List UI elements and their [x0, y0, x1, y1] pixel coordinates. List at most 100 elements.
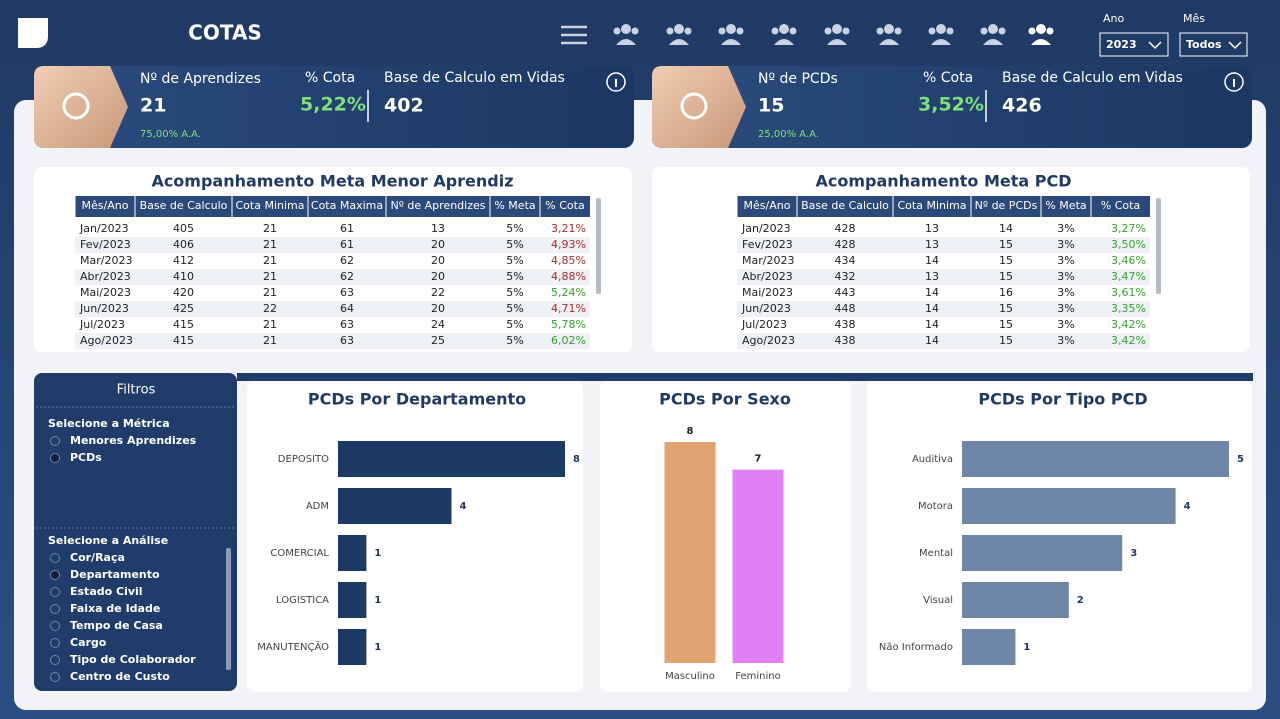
nav-icon[interactable] [928, 24, 954, 45]
dropdown-arrow [1148, 41, 1162, 50]
kpi-badge [652, 66, 746, 148]
bar [338, 535, 367, 571]
radio-option[interactable]: Faixa de Idade [50, 602, 161, 615]
menu-icon[interactable] [561, 25, 587, 45]
option-label: Departamento [70, 568, 160, 581]
radio-option[interactable]: Tipo de Colaborador [50, 653, 197, 666]
table-cell: 13 [925, 270, 939, 283]
table-cell: 22 [263, 302, 277, 315]
table-cell: 3% [1057, 302, 1074, 315]
data-label: 4 [460, 501, 467, 512]
table-cell: 3,21% [551, 222, 586, 235]
nav-icon[interactable] [1028, 24, 1054, 45]
table-cell: 22 [431, 286, 445, 299]
category-label: Masculino [665, 671, 715, 682]
radio-option[interactable]: Departamento [50, 568, 161, 581]
chart-title: PCDs Por Departamento [308, 390, 526, 409]
table-cell: 63 [340, 286, 354, 299]
table-cell: 3,42% [1111, 318, 1146, 331]
analysis-label: Selecione a Análise [48, 534, 168, 547]
table-cell: 428 [835, 238, 856, 251]
table-cell: 64 [340, 302, 354, 315]
column-header: % Meta [1045, 199, 1086, 212]
data-label: 2 [1077, 595, 1084, 606]
kpi-card [34, 66, 634, 148]
radio-option[interactable]: Estado Civil [50, 585, 143, 598]
table-cell: 14 [925, 318, 939, 331]
radio [50, 655, 60, 665]
table-cell: 443 [835, 286, 856, 299]
icon-part [631, 27, 639, 35]
bar [664, 442, 716, 663]
nav-icon[interactable] [718, 24, 744, 45]
kpi-area: Nº de Aprendizes 21 75,00% A.A. % Cota 5,22%… [34, 66, 1252, 148]
radio [50, 621, 60, 631]
table-cell: Jan/2023 [79, 222, 129, 235]
nav-icon[interactable] [824, 24, 850, 45]
table-cell: Mai/2023 [80, 286, 131, 299]
icon-part [666, 27, 674, 35]
radio-option[interactable]: PCDs [50, 451, 103, 464]
filter-title: Filtros [117, 383, 156, 398]
table-cell: Abr/2023 [742, 270, 793, 283]
scrollbar[interactable] [596, 198, 601, 294]
tables-area: Acompanhamento Meta Menor Aprendiz Mês/An… [34, 167, 1250, 352]
table-title: Acompanhamento Meta PCD [815, 172, 1071, 191]
table-title: Acompanhamento Meta Menor Aprendiz [151, 172, 513, 191]
icon-part [726, 24, 736, 34]
table-cell: 61 [340, 222, 354, 235]
icon-part [1031, 39, 1051, 45]
icon-part [931, 39, 951, 45]
radio-option[interactable]: Cargo [50, 636, 107, 649]
table-cell: Jul/2023 [741, 318, 787, 331]
radio-option[interactable]: Tempo de Casa [50, 619, 163, 632]
category-label: DEPOSITO [278, 454, 329, 465]
nav-icon[interactable] [613, 24, 639, 45]
icon-part [946, 27, 954, 35]
column-header: Mês/Ano [82, 199, 129, 212]
table-cell: 21 [263, 222, 277, 235]
info-icon[interactable] [1224, 72, 1244, 92]
info-icon[interactable] [606, 72, 626, 92]
scrollbar[interactable] [1156, 198, 1161, 294]
row-band [737, 237, 1150, 253]
radio-option[interactable]: Menores Aprendizes [50, 434, 197, 447]
scrollbar[interactable] [226, 548, 231, 670]
table-cell: Mar/2023 [80, 254, 132, 267]
table-header [737, 196, 1150, 217]
icon-part [774, 39, 794, 45]
nav-icon[interactable] [771, 24, 797, 45]
data-label: 5 [1237, 454, 1244, 465]
radio-option[interactable]: Cor/Raça [50, 551, 125, 564]
nav-icons [613, 24, 1054, 45]
data-label: 1 [374, 548, 381, 559]
icon-part [928, 27, 936, 35]
table-cell: 432 [835, 270, 856, 283]
row-band [737, 301, 1150, 317]
nav-icon[interactable] [876, 24, 902, 45]
nav-icon[interactable] [666, 24, 692, 45]
table-cell: 5% [506, 222, 523, 235]
table-cell: 4,71% [551, 302, 586, 315]
nav-icon[interactable] [980, 24, 1006, 45]
cota-value: 3,52% [918, 94, 984, 116]
kpi-badge [34, 66, 128, 148]
table-cell: 62 [340, 270, 354, 283]
row-band [737, 333, 1150, 349]
icon-part [621, 24, 631, 34]
table-cell: 20 [431, 254, 445, 267]
icon-part [1028, 27, 1036, 35]
year-dropdown[interactable] [1099, 32, 1169, 57]
icon-part [684, 27, 692, 35]
table-cell: 21 [263, 318, 277, 331]
icon-part [824, 27, 832, 35]
icon-part [779, 24, 789, 34]
radio-option[interactable]: Centro de Custo [50, 670, 171, 683]
column-header: Cota Minima [236, 199, 305, 212]
bar [962, 582, 1069, 618]
table-cell: 21 [263, 286, 277, 299]
month-dropdown[interactable] [1179, 32, 1248, 57]
radio [50, 672, 60, 682]
table-cell: 14 [999, 222, 1013, 235]
